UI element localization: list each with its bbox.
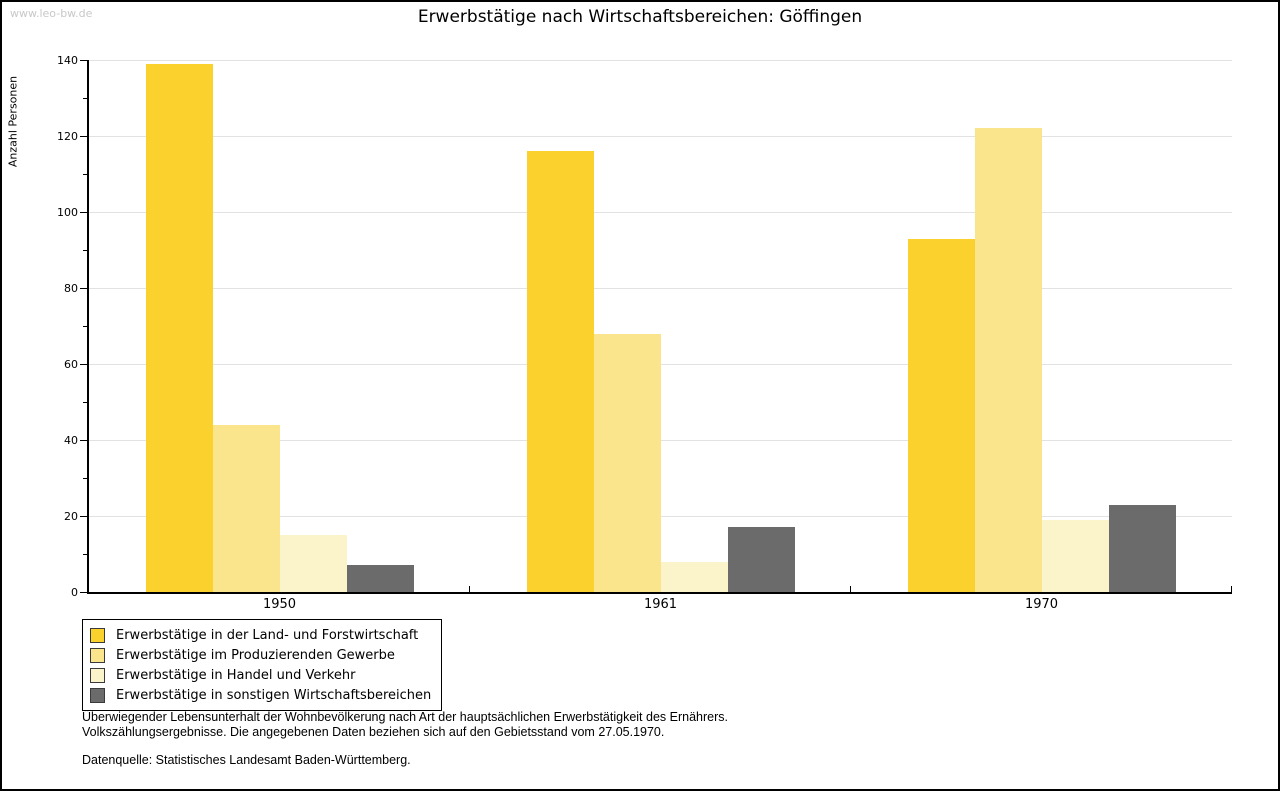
y-axis-label: Anzahl Personen (6, 75, 20, 168)
y-tick-label-140: 140 (57, 54, 78, 67)
bar-1970-series1 (907, 238, 975, 592)
x-tick-label-1961: 1961 (643, 597, 678, 612)
x-boundary-tick-3 (1231, 586, 1232, 592)
bar-1950-series1 (145, 63, 213, 592)
y-tick-label-120: 120 (57, 130, 78, 143)
y-major-tick-40 (80, 440, 87, 441)
legend-swatch-2 (90, 647, 105, 663)
watermark: www.leo-bw.de (10, 7, 93, 20)
gridline-120 (89, 136, 1232, 137)
y-tick-label-20: 20 (64, 510, 78, 523)
y-minor-tick-70 (83, 326, 87, 327)
bar-1961-series3 (660, 561, 728, 592)
bar-1950-series2 (212, 424, 280, 592)
y-major-tick-80 (80, 288, 87, 289)
gridline-40 (89, 440, 1232, 441)
plot-area: 0 20 40 60 80 100 120 140 1950 1961 1970 (57, 55, 1232, 612)
legend-label-3: Erwerbstätige in Handel und Verkehr (116, 667, 356, 683)
footer: Überwiegender Lebensunterhalt der Wohnbe… (82, 710, 728, 768)
bar-1970-series2 (974, 128, 1042, 592)
legend: Erwerbstätige in der Land- und Forstwirt… (82, 619, 443, 711)
y-minor-tick-10 (83, 554, 87, 555)
y-minor-tick-110 (83, 174, 87, 175)
legend-label-4: Erwerbstätige in sonstigen Wirtschaftsbe… (116, 687, 432, 703)
y-major-tick-100 (80, 212, 87, 213)
gridline-140 (89, 60, 1232, 61)
legend-item-1: Erwerbstätige in der Land- und Forstwirt… (90, 625, 431, 645)
y-minor-tick-50 (83, 402, 87, 403)
x-boundary-tick-1 (469, 586, 470, 592)
legend-swatch-4 (90, 687, 105, 703)
legend-item-4: Erwerbstätige in sonstigen Wirtschaftsbe… (90, 685, 431, 705)
gridline-20 (89, 516, 1232, 517)
y-major-tick-140 (80, 60, 87, 61)
x-tick-label-1970: 1970 (1024, 597, 1059, 612)
bar-1961-series1 (526, 151, 594, 592)
y-minor-tick-130 (83, 98, 87, 99)
y-tick-label-0: 0 (71, 586, 78, 599)
y-major-tick-0 (80, 592, 87, 593)
legend-item-2: Erwerbstätige im Produzierenden Gewerbe (90, 645, 431, 665)
y-major-tick-20 (80, 516, 87, 517)
legend-swatch-3 (90, 667, 105, 683)
y-major-tick-60 (80, 364, 87, 365)
legend-label-1: Erwerbstätige in der Land- und Forstwirt… (116, 627, 419, 643)
x-tick-label-1950: 1950 (262, 597, 297, 612)
y-minor-tick-30 (83, 478, 87, 479)
y-tick-label-100: 100 (57, 206, 78, 219)
gridline-100 (89, 212, 1232, 213)
bar-1970-series4 (1108, 504, 1176, 592)
legend-swatch-1 (90, 627, 105, 643)
y-tick-label-80: 80 (64, 282, 78, 295)
x-boundary-tick-2 (850, 586, 851, 592)
y-tick-label-60: 60 (64, 358, 78, 371)
y-major-tick-120 (80, 136, 87, 137)
y-minor-tick-90 (83, 250, 87, 251)
bar-1950-series3 (279, 535, 347, 592)
gridline-80 (89, 288, 1232, 289)
legend-item-3: Erwerbstätige in Handel und Verkehr (90, 665, 431, 685)
footer-note-line1: Überwiegender Lebensunterhalt der Wohnbe… (82, 710, 728, 724)
gridline-60 (89, 364, 1232, 365)
footer-note-line2: Volkszählungsergebnisse. Die angegebenen… (82, 724, 665, 739)
y-tick-label-40: 40 (64, 434, 78, 447)
bar-1970-series3 (1041, 519, 1109, 592)
chart-title: Erwerbstätige nach Wirtschaftsbereichen:… (417, 7, 863, 27)
footer-source: Datenquelle: Statistisches Landesamt Bad… (82, 753, 411, 767)
bar-1961-series2 (593, 333, 661, 592)
bar-1950-series4 (346, 565, 414, 592)
legend-label-2: Erwerbstätige im Produzierenden Gewerbe (116, 647, 395, 663)
bar-1961-series4 (727, 527, 795, 592)
